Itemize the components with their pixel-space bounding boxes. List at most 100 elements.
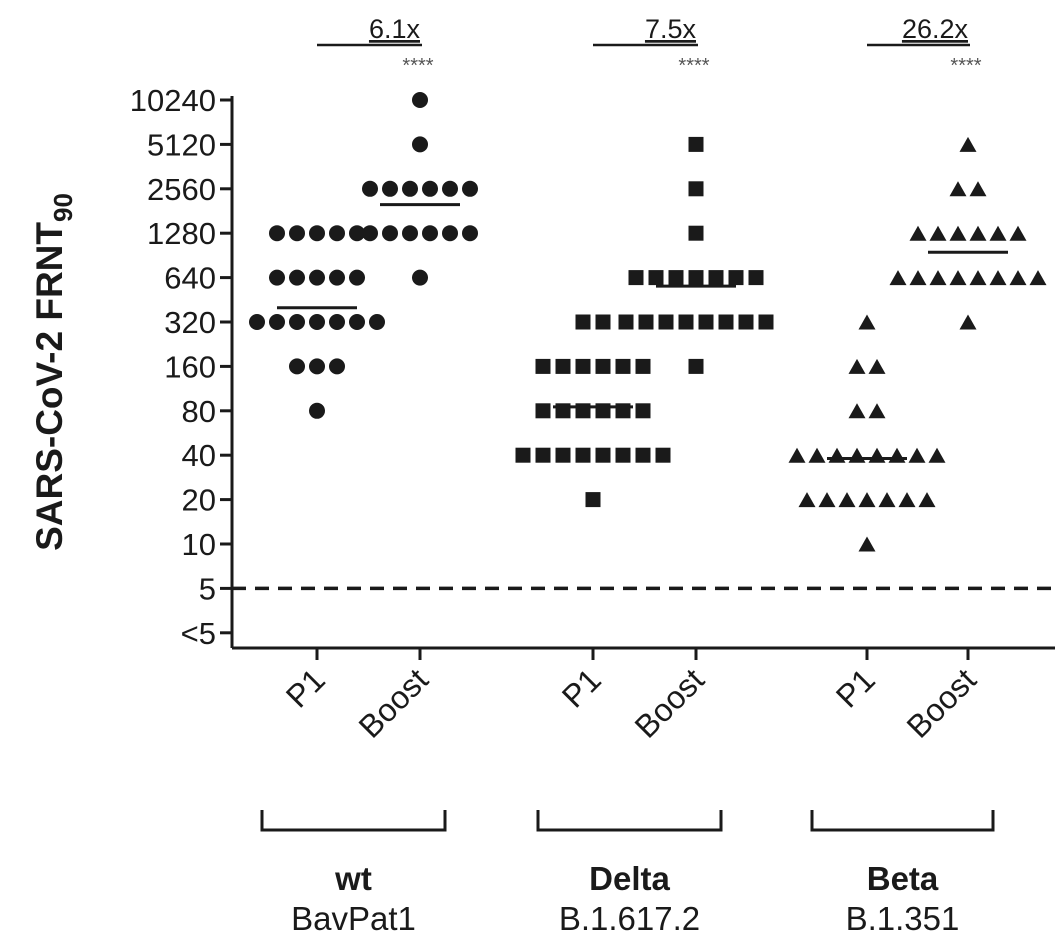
y-axis-label-subscript: 90: [48, 193, 78, 222]
y-tick-label: 40: [182, 438, 216, 473]
data-point: [898, 492, 916, 508]
y-tick-label: 320: [164, 305, 216, 340]
data-point: [402, 225, 418, 242]
data-point: [329, 358, 345, 375]
data-point: [798, 492, 816, 508]
group-bracket: [260, 810, 447, 832]
fold-change-label: 6.1x: [369, 14, 421, 44]
x-category-label: P1: [279, 661, 332, 714]
group-bracket: [536, 810, 723, 832]
data-point: [858, 492, 876, 508]
data-point: [688, 136, 704, 152]
significance-label: ****: [678, 55, 709, 77]
fold-change-label: 26.2x: [902, 14, 969, 44]
data-point: [818, 492, 836, 508]
data-point: [868, 447, 886, 463]
data-point: [929, 225, 947, 241]
fold-change-label: 7.5x: [645, 14, 697, 44]
data-point: [555, 358, 571, 374]
data-point: [462, 225, 478, 242]
data-point: [349, 314, 365, 330]
data-point: [658, 314, 674, 330]
group-subtitle: B.1.351: [846, 900, 960, 937]
data-point: [362, 225, 378, 242]
data-point: [382, 180, 398, 197]
data-point: [309, 402, 325, 419]
data-point: [309, 358, 325, 375]
y-tick-label: <5: [181, 616, 216, 651]
group-subtitle: B.1.617.2: [559, 900, 700, 937]
data-point: [848, 358, 866, 374]
data-point: [655, 447, 671, 463]
data-point: [535, 403, 551, 419]
y-tick-label: 640: [164, 261, 216, 296]
data-point: [868, 403, 886, 419]
data-point: [289, 225, 305, 242]
data-point: [442, 225, 458, 242]
data-point: [889, 270, 907, 286]
data-point: [858, 314, 876, 330]
group-name: wt: [334, 860, 372, 897]
data-point: [635, 403, 651, 419]
data-point: [949, 181, 967, 197]
data-point: [575, 314, 591, 330]
data-point: [595, 358, 611, 374]
data-point: [928, 447, 946, 463]
data-point: [989, 270, 1007, 286]
data-point: [1009, 225, 1027, 241]
data-point: [788, 447, 806, 463]
data-point: [758, 314, 774, 330]
data-point: [738, 314, 754, 330]
significance-label: ****: [950, 55, 981, 77]
data-point: [848, 447, 866, 463]
data-point: [249, 314, 265, 330]
data-point: [638, 314, 654, 330]
data-point: [422, 225, 438, 242]
data-point: [718, 314, 734, 330]
x-category-label: P1: [829, 661, 882, 714]
data-point: [688, 270, 704, 286]
data-point: [462, 180, 478, 197]
data-point: [635, 358, 651, 374]
data-point: [575, 358, 591, 374]
y-tick-label: 160: [164, 349, 216, 384]
data-point: [868, 358, 886, 374]
data-point: [515, 447, 531, 463]
data-point: [575, 447, 591, 463]
y-tick-label: 2560: [147, 172, 216, 207]
data-point: [828, 447, 846, 463]
data-point: [329, 225, 345, 242]
data-point: [688, 225, 704, 241]
data-point: [959, 136, 977, 152]
data-point: [848, 403, 866, 419]
x-category-label: Boost: [900, 661, 983, 744]
data-point: [618, 314, 634, 330]
x-category-label: Boost: [628, 661, 711, 744]
significance-label: ****: [402, 55, 433, 77]
data-point: [908, 447, 926, 463]
data-point: [412, 136, 428, 153]
y-tick-label: 10: [182, 527, 216, 562]
data-point: [929, 270, 947, 286]
data-point: [918, 492, 936, 508]
data-point: [369, 314, 385, 330]
data-point: [1029, 270, 1047, 286]
data-point: [949, 270, 967, 286]
data-point: [402, 180, 418, 197]
data-point: [959, 314, 977, 330]
data-point: [949, 225, 967, 241]
data-point: [648, 270, 664, 286]
data-point: [269, 314, 285, 330]
data-point: [748, 270, 764, 286]
data-point: [969, 270, 987, 286]
group-bracket: [810, 810, 995, 832]
group-name: Delta: [589, 860, 670, 897]
data-point: [309, 225, 325, 242]
data-point: [555, 447, 571, 463]
data-point: [362, 180, 378, 197]
data-point: [349, 269, 365, 286]
y-axis-label: SARS-CoV-2 FRNT90: [29, 193, 78, 551]
data-point: [635, 447, 651, 463]
x-category-label: Boost: [352, 661, 435, 744]
data-point: [595, 447, 611, 463]
